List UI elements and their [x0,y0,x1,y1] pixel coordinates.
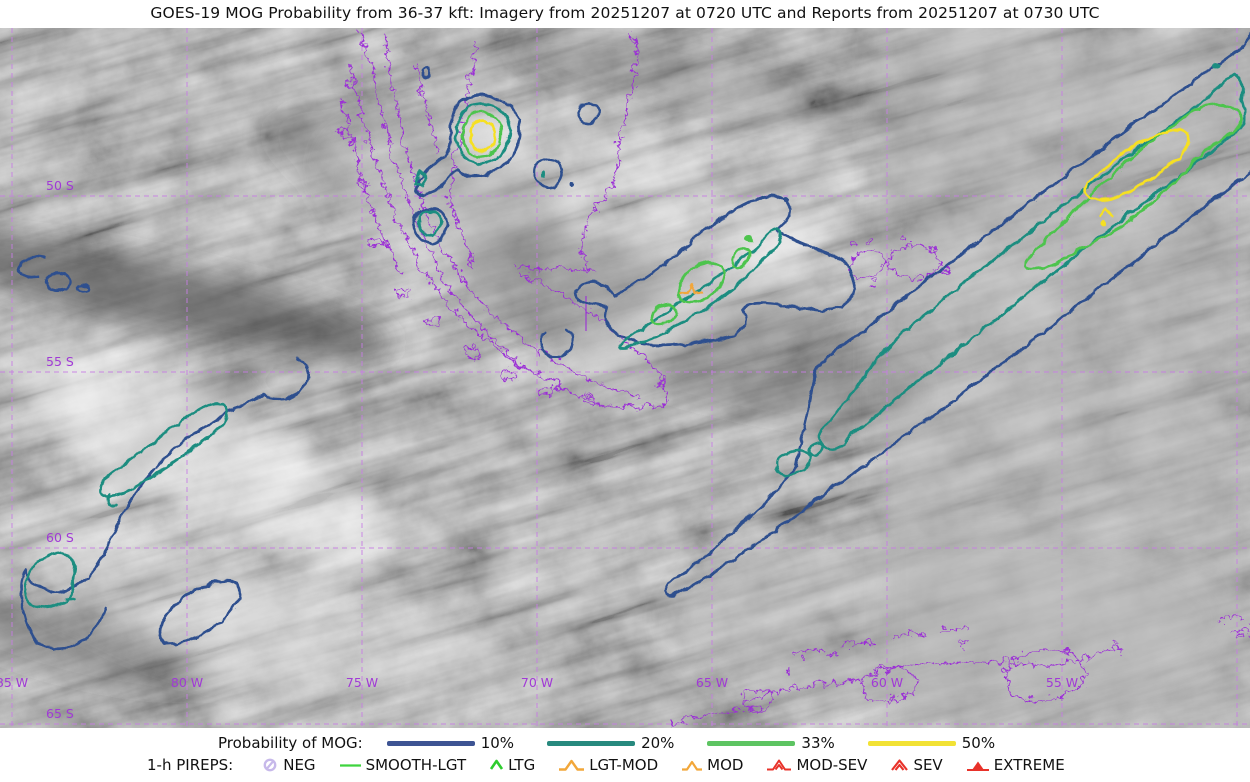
cloud-shading [0,28,1250,728]
legend-entry-33pct: 33% [707,734,835,752]
contour-10pct [15,30,1250,649]
legend-entry-mod-sev: MOD-SEV [766,756,867,774]
legend-entry-10pct: 10% [386,734,515,752]
light-moderate-triangle-icon [559,759,585,771]
legend-entry-neg: NEG [262,756,316,774]
severe-double-caret-icon [891,759,909,771]
longitude-label: 65 W [696,675,728,690]
contour-swatch-33pct [707,740,796,746]
mod-pirep-marker [678,281,702,293]
legend-entry-lgt-mod: LGT-MOD [558,756,658,774]
contour-33pct [459,102,1242,325]
pireps-legend-label: 1-h PIREPS: [147,756,234,774]
graticule [0,28,1250,728]
legend-entry-label: 10% [480,734,515,752]
legend-entry-label: SEV [913,756,943,774]
legend-entry-label: SMOOTH-LGT [365,756,467,774]
legend-entry-label: 33% [801,734,835,752]
moderate-severe-triangle-caret-icon [767,759,792,771]
latitude-label: 55 S [46,354,74,369]
latitude-label: 60 S [46,530,74,545]
legend-entry-label: NEG [283,756,316,774]
legend-entry-50pct: 50% [867,734,996,752]
legend-entry-label: MOD [707,756,744,774]
null-circle-slash-icon [263,758,277,772]
legend-entry-smooth-lgt: SMOOTH-LGT [339,756,467,774]
contour-50pct [467,118,1191,226]
legend-entry-mod: MOD [681,756,743,774]
legend-entry-label: LTG [508,756,536,774]
satellite-map: 50 S 55 S 60 S 65 S 85 W 80 W 75 W 70 W … [0,28,1250,728]
longitude-label: 70 W [521,675,553,690]
legend-entry-label: 20% [641,734,675,752]
legend-entry-ltg: LTG [489,756,535,774]
legend-entry-label: LGT-MOD [589,756,659,774]
graticule-labels: 50 S 55 S 60 S 65 S 85 W 80 W 75 W 70 W … [0,178,1078,721]
probability-legend-label: Probability of MOG: [218,734,363,752]
satellite-imagery-background [0,28,1250,728]
legend-entry-label: EXTREME [993,756,1065,774]
contour-swatch-50pct [867,740,956,746]
legend-entry-label: MOD-SEV [796,756,868,774]
latitude-label: 65 S [46,706,74,721]
extreme-filled-triangle-icon [966,761,989,771]
contour-swatch-20pct [547,740,636,746]
moderate-caret-icon [682,760,703,771]
longitude-label: 75 W [346,675,378,690]
figure-title: GOES-19 MOG Probability from 36-37 kft: … [150,4,1100,22]
legend-entry-sev: SEV [890,756,943,774]
latitude-label: 50 S [46,178,74,193]
probability-contours [15,30,1250,649]
pireps-legend: 1-h PIREPS: NEG SMOOTH-LGT LTG LGT-M [147,755,1088,775]
longitude-label: 55 W [1046,675,1078,690]
probability-legend: Probability of MOG: 10% 20% 33% 50% [218,733,1028,753]
longitude-label: 80 W [171,675,203,690]
light-caret-icon [490,759,504,770]
contour-swatch-10pct [386,740,475,746]
longitude-label: 85 W [0,675,28,690]
legend-entry-20pct: 20% [547,734,674,752]
longitude-label: 60 W [871,675,903,690]
smooth-light-line-icon [339,764,361,767]
legend-entry-extreme: EXTREME [966,756,1065,774]
legend-entry-label: 50% [961,734,996,752]
